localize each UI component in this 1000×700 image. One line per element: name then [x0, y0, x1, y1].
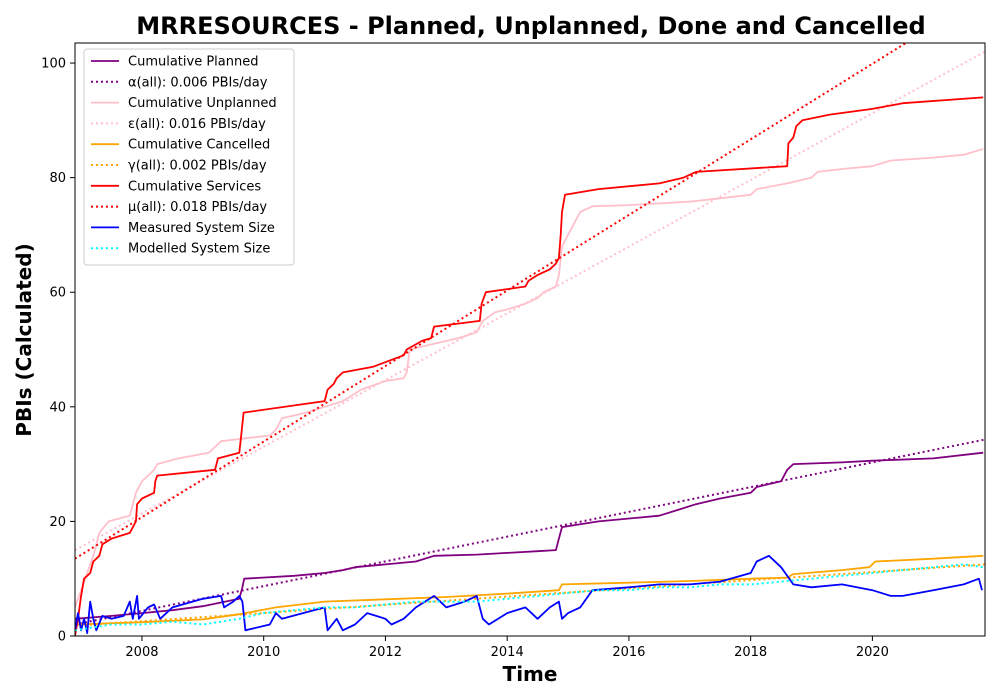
- legend-label: Cumulative Unplanned: [128, 96, 277, 111]
- chart-title: MRRESOURCES - Planned, Unplanned, Done a…: [136, 12, 926, 40]
- x-tick-label: 2016: [612, 645, 645, 660]
- series-line-measured-system-size: [75, 554, 983, 634]
- legend-label: γ(all): 0.002 PBIs/day: [128, 159, 267, 174]
- x-axis-label: Time: [503, 662, 558, 686]
- y-axis: 0 20 40 60 80 100: [41, 57, 75, 645]
- series-line-gamma-all-0-002-pbis-day: [75, 563, 985, 627]
- x-tick-label: 2020: [856, 645, 889, 660]
- y-tick-label: 20: [49, 515, 66, 530]
- legend-label: ε(all): 0.016 PBIs/day: [128, 117, 266, 132]
- legend-label: Modelled System Size: [128, 242, 270, 257]
- y-tick-label: 0: [58, 630, 66, 645]
- x-axis: 2008 2010 2012 2014 2016 2018 2020: [125, 636, 889, 660]
- y-tick-label: 60: [49, 286, 66, 301]
- x-tick-label: 2008: [125, 645, 158, 660]
- plot-area: [75, 43, 985, 636]
- legend: Cumulative Planned α(all): 0.006 PBIs/day…: [83, 48, 295, 266]
- series-line-cumulative-services: [75, 96, 984, 636]
- legend-box: [83, 48, 295, 266]
- y-tick-label: 100: [41, 57, 66, 72]
- legend-label: Cumulative Planned: [128, 55, 258, 70]
- x-tick-label: 2014: [491, 645, 524, 660]
- x-tick-label: 2012: [369, 645, 402, 660]
- legend-label: Cumulative Cancelled: [128, 138, 270, 153]
- legend-label: α(all): 0.006 PBIs/day: [128, 75, 268, 90]
- legend-label: μ(all): 0.018 PBIs/day: [128, 200, 267, 215]
- legend-label: Cumulative Services: [128, 179, 261, 194]
- series-line-cumulative-cancelled: [75, 554, 984, 626]
- y-axis-label: PBIs (Calculated): [12, 243, 36, 436]
- x-tick-label: 2018: [734, 645, 767, 660]
- series-line-cumulative-unplanned: [75, 148, 984, 608]
- plot-frame: [74, 42, 986, 637]
- y-tick-label: 80: [49, 171, 66, 186]
- series-line-cumulative-planned: [75, 451, 984, 620]
- y-tick-label: 40: [49, 400, 66, 415]
- series-line-modelled-system-size: [75, 563, 984, 632]
- legend-label: Measured System Size: [128, 221, 275, 236]
- x-tick-label: 2010: [247, 645, 280, 660]
